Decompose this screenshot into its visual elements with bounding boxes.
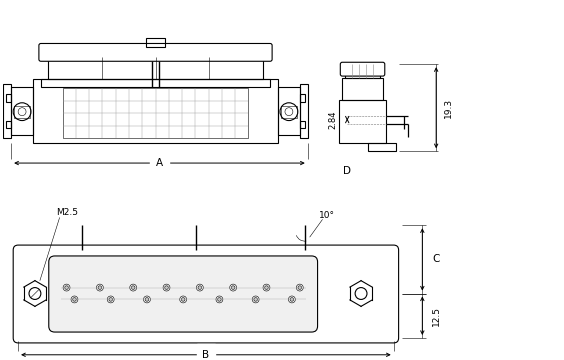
FancyBboxPatch shape: [340, 62, 385, 76]
Bar: [281, 106, 297, 118]
Bar: [6, 121, 11, 129]
Bar: [63, 88, 248, 138]
Bar: [300, 84, 308, 138]
Circle shape: [231, 286, 235, 289]
Bar: [368, 143, 396, 151]
Circle shape: [182, 298, 185, 301]
FancyBboxPatch shape: [13, 245, 399, 343]
Text: M2.5: M2.5: [56, 208, 78, 217]
Bar: [278, 87, 300, 135]
Bar: [11, 87, 33, 135]
Bar: [3, 84, 11, 138]
Text: C: C: [433, 255, 440, 264]
Circle shape: [298, 286, 302, 289]
Circle shape: [290, 298, 294, 301]
Bar: [33, 79, 278, 143]
Bar: [146, 37, 165, 48]
Circle shape: [109, 298, 112, 301]
Circle shape: [98, 286, 102, 289]
Text: 2.84: 2.84: [329, 110, 338, 129]
Bar: [340, 100, 386, 143]
FancyBboxPatch shape: [39, 44, 272, 61]
Bar: [48, 57, 263, 79]
FancyBboxPatch shape: [49, 256, 318, 332]
Text: 19.3: 19.3: [443, 98, 452, 118]
Bar: [14, 106, 30, 118]
Bar: [41, 45, 270, 57]
Circle shape: [218, 298, 221, 301]
Text: D: D: [343, 166, 351, 176]
Circle shape: [254, 298, 257, 301]
Bar: [342, 64, 383, 72]
Bar: [6, 94, 11, 102]
Bar: [41, 79, 270, 87]
Text: B: B: [202, 350, 209, 360]
Text: 12.5: 12.5: [431, 306, 440, 326]
Bar: [342, 78, 383, 100]
Bar: [300, 121, 305, 129]
Text: 10°: 10°: [319, 211, 334, 220]
Circle shape: [131, 286, 135, 289]
Circle shape: [65, 286, 68, 289]
Circle shape: [265, 286, 268, 289]
Text: A: A: [156, 158, 163, 168]
Bar: [300, 94, 305, 102]
Circle shape: [145, 298, 149, 301]
Circle shape: [73, 298, 76, 301]
Bar: [345, 64, 380, 78]
Circle shape: [198, 286, 201, 289]
Circle shape: [165, 286, 168, 289]
